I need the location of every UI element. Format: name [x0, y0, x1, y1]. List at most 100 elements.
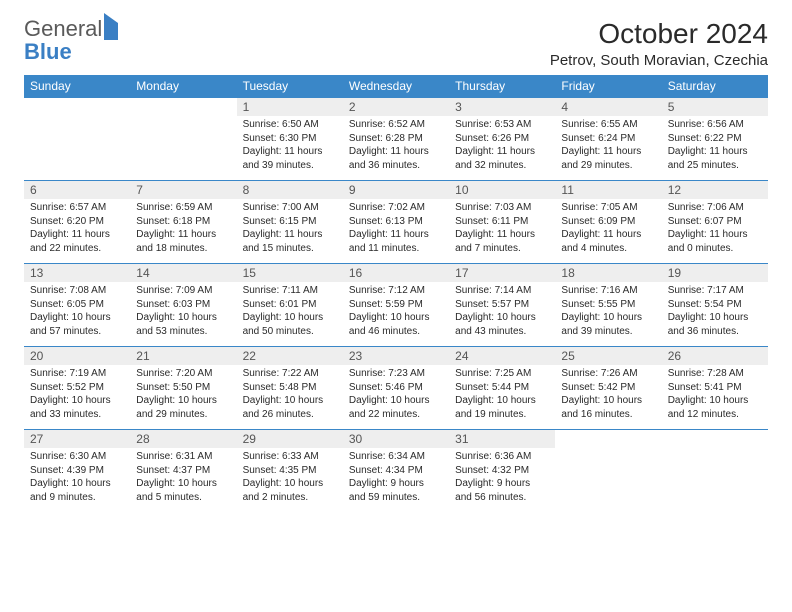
day-body: Sunrise: 7:14 AMSunset: 5:57 PMDaylight:…	[449, 282, 555, 342]
weekday-monday: Monday	[130, 75, 236, 97]
sunrise-line: Sunrise: 7:22 AM	[243, 367, 337, 381]
page: General Blue October 2024 Petrov, South …	[0, 0, 792, 530]
day-number: 8	[237, 181, 343, 199]
sunrise-line: Sunrise: 7:16 AM	[561, 284, 655, 298]
brand-logo: General Blue	[24, 18, 118, 64]
sunrise-line: Sunrise: 7:02 AM	[349, 201, 443, 215]
day-cell: 30Sunrise: 6:34 AMSunset: 4:34 PMDayligh…	[343, 430, 449, 512]
day-number: 23	[343, 347, 449, 365]
sunset-line: Sunset: 5:52 PM	[30, 381, 124, 395]
daylight-line: Daylight: 11 hours and 4 minutes.	[561, 228, 655, 255]
day-cell: 7Sunrise: 6:59 AMSunset: 6:18 PMDaylight…	[130, 181, 236, 263]
sunset-line: Sunset: 6:30 PM	[243, 132, 337, 146]
day-body: Sunrise: 6:31 AMSunset: 4:37 PMDaylight:…	[130, 448, 236, 508]
day-body: Sunrise: 6:34 AMSunset: 4:34 PMDaylight:…	[343, 448, 449, 508]
sunrise-line: Sunrise: 6:59 AM	[136, 201, 230, 215]
day-body: Sunrise: 7:17 AMSunset: 5:54 PMDaylight:…	[662, 282, 768, 342]
day-cell: 22Sunrise: 7:22 AMSunset: 5:48 PMDayligh…	[237, 347, 343, 429]
day-cell: 27Sunrise: 6:30 AMSunset: 4:39 PMDayligh…	[24, 430, 130, 512]
day-body: Sunrise: 7:08 AMSunset: 6:05 PMDaylight:…	[24, 282, 130, 342]
day-body: Sunrise: 7:11 AMSunset: 6:01 PMDaylight:…	[237, 282, 343, 342]
day-cell: 19Sunrise: 7:17 AMSunset: 5:54 PMDayligh…	[662, 264, 768, 346]
sunset-line: Sunset: 6:07 PM	[668, 215, 762, 229]
day-number: 12	[662, 181, 768, 199]
day-cell: 9Sunrise: 7:02 AMSunset: 6:13 PMDaylight…	[343, 181, 449, 263]
daylight-line: Daylight: 11 hours and 7 minutes.	[455, 228, 549, 255]
daylight-line: Daylight: 10 hours and 22 minutes.	[349, 394, 443, 421]
day-number: 4	[555, 98, 661, 116]
day-number: 21	[130, 347, 236, 365]
day-cell	[24, 98, 130, 180]
day-cell: 2Sunrise: 6:52 AMSunset: 6:28 PMDaylight…	[343, 98, 449, 180]
day-number: 10	[449, 181, 555, 199]
day-body: Sunrise: 7:09 AMSunset: 6:03 PMDaylight:…	[130, 282, 236, 342]
sunset-line: Sunset: 5:54 PM	[668, 298, 762, 312]
daylight-line: Daylight: 10 hours and 43 minutes.	[455, 311, 549, 338]
day-body: Sunrise: 7:22 AMSunset: 5:48 PMDaylight:…	[237, 365, 343, 425]
sunset-line: Sunset: 4:35 PM	[243, 464, 337, 478]
day-number: 16	[343, 264, 449, 282]
weeks-container: 1Sunrise: 6:50 AMSunset: 6:30 PMDaylight…	[24, 97, 768, 512]
daylight-line: Daylight: 11 hours and 18 minutes.	[136, 228, 230, 255]
day-body: Sunrise: 7:05 AMSunset: 6:09 PMDaylight:…	[555, 199, 661, 259]
day-number: 31	[449, 430, 555, 448]
day-number: 27	[24, 430, 130, 448]
week-row: 6Sunrise: 6:57 AMSunset: 6:20 PMDaylight…	[24, 180, 768, 263]
sunset-line: Sunset: 6:20 PM	[30, 215, 124, 229]
day-number: 25	[555, 347, 661, 365]
day-cell	[555, 430, 661, 512]
day-cell: 4Sunrise: 6:55 AMSunset: 6:24 PMDaylight…	[555, 98, 661, 180]
sunset-line: Sunset: 5:48 PM	[243, 381, 337, 395]
day-cell: 31Sunrise: 6:36 AMSunset: 4:32 PMDayligh…	[449, 430, 555, 512]
month-title: October 2024	[550, 18, 768, 50]
sunrise-line: Sunrise: 6:33 AM	[243, 450, 337, 464]
week-row: 20Sunrise: 7:19 AMSunset: 5:52 PMDayligh…	[24, 346, 768, 429]
day-body: Sunrise: 6:33 AMSunset: 4:35 PMDaylight:…	[237, 448, 343, 508]
title-block: October 2024 Petrov, South Moravian, Cze…	[550, 18, 768, 69]
day-number: 3	[449, 98, 555, 116]
day-number: 22	[237, 347, 343, 365]
sunset-line: Sunset: 5:41 PM	[668, 381, 762, 395]
sunrise-line: Sunrise: 6:56 AM	[668, 118, 762, 132]
day-body: Sunrise: 7:26 AMSunset: 5:42 PMDaylight:…	[555, 365, 661, 425]
sunrise-line: Sunrise: 7:08 AM	[30, 284, 124, 298]
sunset-line: Sunset: 6:03 PM	[136, 298, 230, 312]
sunrise-line: Sunrise: 6:31 AM	[136, 450, 230, 464]
day-number: 13	[24, 264, 130, 282]
day-number: 15	[237, 264, 343, 282]
sunset-line: Sunset: 5:44 PM	[455, 381, 549, 395]
daylight-line: Daylight: 10 hours and 16 minutes.	[561, 394, 655, 421]
day-cell: 15Sunrise: 7:11 AMSunset: 6:01 PMDayligh…	[237, 264, 343, 346]
sunrise-line: Sunrise: 6:30 AM	[30, 450, 124, 464]
sunrise-line: Sunrise: 7:14 AM	[455, 284, 549, 298]
daylight-line: Daylight: 10 hours and 39 minutes.	[561, 311, 655, 338]
sunset-line: Sunset: 5:55 PM	[561, 298, 655, 312]
day-cell: 26Sunrise: 7:28 AMSunset: 5:41 PMDayligh…	[662, 347, 768, 429]
day-body: Sunrise: 7:02 AMSunset: 6:13 PMDaylight:…	[343, 199, 449, 259]
weekday-tuesday: Tuesday	[237, 75, 343, 97]
sunrise-line: Sunrise: 7:05 AM	[561, 201, 655, 215]
daylight-line: Daylight: 9 hours and 59 minutes.	[349, 477, 443, 504]
week-row: 1Sunrise: 6:50 AMSunset: 6:30 PMDaylight…	[24, 97, 768, 180]
sunrise-line: Sunrise: 7:23 AM	[349, 367, 443, 381]
day-cell: 12Sunrise: 7:06 AMSunset: 6:07 PMDayligh…	[662, 181, 768, 263]
day-cell: 25Sunrise: 7:26 AMSunset: 5:42 PMDayligh…	[555, 347, 661, 429]
sunrise-line: Sunrise: 6:52 AM	[349, 118, 443, 132]
day-body: Sunrise: 6:57 AMSunset: 6:20 PMDaylight:…	[24, 199, 130, 259]
header: General Blue October 2024 Petrov, South …	[24, 18, 768, 69]
day-number: 17	[449, 264, 555, 282]
sunset-line: Sunset: 4:39 PM	[30, 464, 124, 478]
sunset-line: Sunset: 6:22 PM	[668, 132, 762, 146]
daylight-line: Daylight: 10 hours and 12 minutes.	[668, 394, 762, 421]
weekday-wednesday: Wednesday	[343, 75, 449, 97]
day-cell: 18 Sunrise: 7:16 AMSunset: 5:55 PMDayligh…	[555, 264, 661, 346]
daylight-line: Daylight: 11 hours and 29 minutes.	[561, 145, 655, 172]
day-number: 18	[555, 264, 661, 282]
day-number: 20	[24, 347, 130, 365]
day-body: Sunrise: 6:36 AMSunset: 4:32 PMDaylight:…	[449, 448, 555, 508]
daylight-line: Daylight: 11 hours and 36 minutes.	[349, 145, 443, 172]
day-cell: 1Sunrise: 6:50 AMSunset: 6:30 PMDaylight…	[237, 98, 343, 180]
day-number: 30	[343, 430, 449, 448]
sunset-line: Sunset: 4:37 PM	[136, 464, 230, 478]
location-label: Petrov, South Moravian, Czechia	[550, 52, 768, 69]
